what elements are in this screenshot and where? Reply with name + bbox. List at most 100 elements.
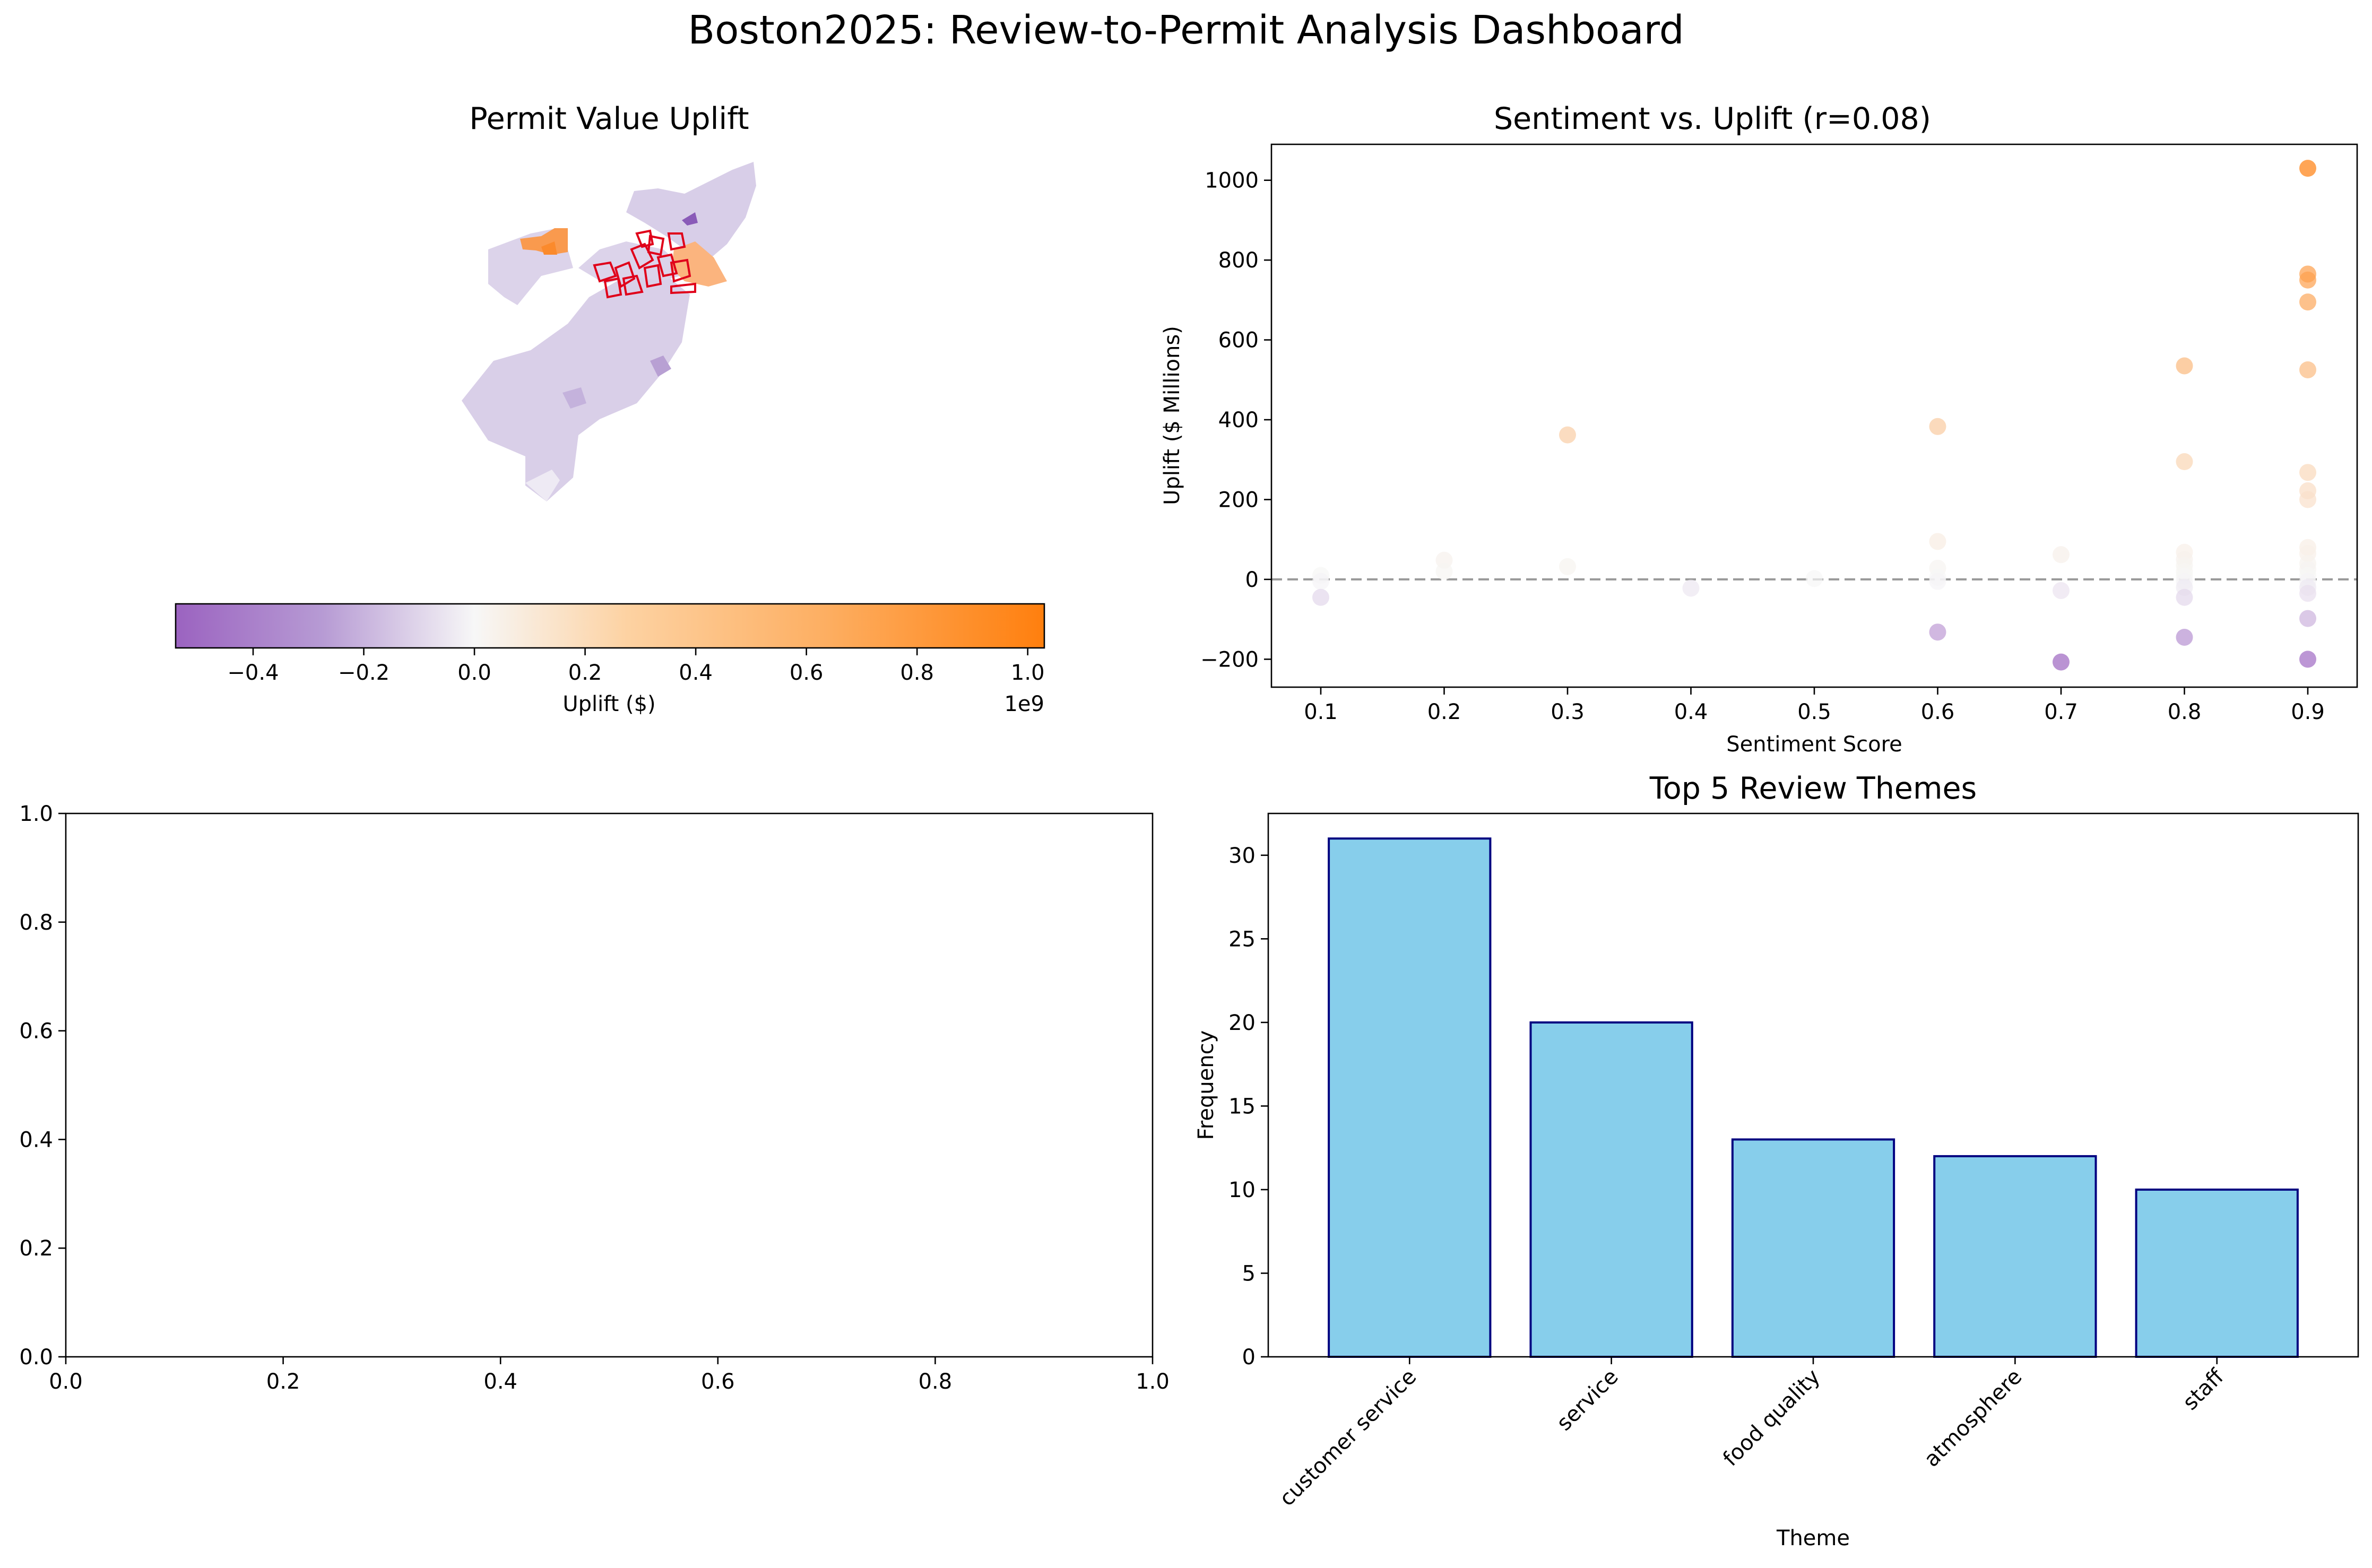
scatter-point (2176, 588, 2193, 606)
scatter-y-ticks: −200 0 200 400 600 800 1000 (1200, 169, 1271, 672)
empty-x-tick-label: 0.6 (701, 1370, 735, 1394)
scatter-point (1929, 573, 1946, 590)
scatter-x-axis-label: Sentiment Score (1726, 732, 1902, 757)
scatter-point (1806, 570, 1823, 587)
bar-y-tick-label: 20 (1228, 1011, 1256, 1035)
boston-map (462, 162, 756, 501)
colorbar: −0.4 −0.2 0.0 0.2 0.4 0.6 0.8 1.0 Uplift ($) 1e… (175, 603, 1045, 716)
scatter-point (2299, 651, 2316, 668)
scatter-points (1312, 160, 2316, 671)
bar-x-tick-label: staff (2178, 1364, 2229, 1415)
scatter-panel: Sentiment vs. Uplift (r=0.08) 0.1 0.2 0.3 0… (1160, 101, 2358, 757)
scatter-title: Sentiment vs. Uplift (r=0.08) (1494, 101, 1931, 136)
bar-y-ticks: 0 5 10 15 20 25 30 (1228, 844, 1268, 1370)
empty-plot-frame (65, 812, 1154, 1358)
bar (1933, 1155, 2097, 1358)
empty-x-tick-label: 0.2 (266, 1370, 300, 1394)
map-region-shade (562, 387, 586, 409)
highlighted-tract (603, 277, 622, 299)
highlighted-tracts (593, 229, 696, 299)
colorbar-tick-label: 0.8 (900, 661, 934, 685)
scatter-point (2299, 271, 2316, 289)
scatter-point (1559, 558, 1576, 575)
map-region-south (462, 271, 690, 501)
scatter-point (1929, 418, 1946, 435)
bar-x-tick-label: food quality (1718, 1365, 1825, 1471)
highlighted-tract (670, 282, 696, 294)
scatter-x-tick-label: 0.6 (1921, 700, 1955, 724)
highlighted-tract (622, 274, 644, 296)
colorbar-label: Uplift ($) (562, 692, 655, 716)
scatter-x-tick-label: 0.1 (1304, 700, 1338, 724)
bar-y-tick-label: 25 (1228, 927, 1256, 951)
bar-y-tick-label: 10 (1228, 1178, 1256, 1202)
bar-y-tick-label: 5 (1242, 1261, 1256, 1286)
scatter-x-tick-label: 0.2 (1427, 700, 1461, 724)
colorbar-tick-label: 1.0 (1011, 661, 1045, 685)
map-region-north (626, 162, 756, 260)
map-region-dark (650, 356, 671, 377)
bar-y-tick-label: 30 (1228, 844, 1256, 868)
colorbar-tick-label: −0.4 (227, 661, 279, 685)
colorbar-ticks: −0.4 −0.2 0.0 0.2 0.4 0.6 0.8 1.0 (227, 648, 1045, 685)
map-region-shade (525, 470, 560, 501)
scatter-y-tick-label: 400 (1218, 408, 1259, 432)
empty-x-ticks: 0.0 0.2 0.4 0.6 0.8 1.0 (49, 1357, 1170, 1394)
map-panel: Permit Value Uplift (175, 101, 1045, 716)
bar-y-axis-label: Frequency (1194, 1030, 1218, 1140)
scatter-point (1559, 426, 1576, 444)
scatter-x-tick-label: 0.7 (2044, 700, 2078, 724)
empty-y-tick-label: 0.4 (19, 1128, 53, 1152)
highlighted-tract (635, 229, 654, 248)
scatter-point (2299, 491, 2316, 508)
empty-y-tick-label: 1.0 (19, 802, 53, 826)
empty-y-tick-label: 0.2 (19, 1236, 53, 1261)
bar-x-tick-label: customer service (1275, 1365, 1421, 1511)
scatter-x-tick-label: 0.5 (1797, 700, 1831, 724)
scatter-plot-frame (1270, 143, 2358, 688)
scatter-x-tick-label: 0.3 (1551, 700, 1585, 724)
map-region-high-uplift (541, 241, 557, 255)
empty-y-tick-label: 0.0 (19, 1345, 53, 1370)
scatter-x-ticks: 0.1 0.2 0.3 0.4 0.5 0.6 0.7 0.8 0.9 (1304, 687, 2325, 724)
bar-chart-title: Top 5 Review Themes (1649, 771, 1977, 806)
highlighted-tract (643, 264, 662, 288)
scatter-point (1682, 579, 1700, 597)
map-region-east-uplift (671, 241, 727, 287)
colorbar-tick-label: 0.6 (790, 661, 824, 685)
scatter-point (2299, 160, 2316, 177)
bar-panel: Top 5 Review Themes customer service serv… (1194, 771, 2359, 1550)
highlighted-tract (647, 235, 665, 256)
bar (2135, 1188, 2299, 1358)
colorbar-tick-label: 0.2 (568, 661, 602, 685)
scatter-x-tick-label: 0.9 (2291, 700, 2325, 724)
highlighted-tract (630, 242, 654, 270)
scatter-point (2299, 585, 2316, 602)
scatter-y-tick-label: 800 (1218, 248, 1259, 273)
scatter-point (2053, 582, 2070, 599)
scatter-point (1435, 562, 1453, 580)
bar (1328, 837, 1492, 1358)
bar-x-axis-label: Theme (1776, 1526, 1850, 1550)
empty-x-tick-label: 0.0 (49, 1370, 83, 1394)
scatter-x-tick-label: 0.8 (2168, 700, 2202, 724)
colorbar-offset-text: 1e9 (1004, 692, 1044, 716)
scatter-y-tick-label: 1000 (1205, 169, 1259, 193)
scatter-x-tick-label: 0.4 (1674, 700, 1708, 724)
scatter-point (2299, 610, 2316, 627)
colorbar-gradient (175, 603, 1045, 649)
scatter-point (2176, 357, 2193, 375)
scatter-y-tick-label: 200 (1218, 488, 1259, 512)
bars (1328, 837, 2299, 1358)
empty-x-tick-label: 0.8 (919, 1370, 953, 1394)
highlighted-tract (593, 261, 617, 283)
scatter-point (1929, 623, 1946, 641)
highlighted-tract (667, 232, 686, 251)
scatter-point (2299, 464, 2316, 481)
scatter-y-tick-label: 0 (1245, 568, 1259, 592)
scatter-point (2053, 653, 2070, 671)
empty-y-tick-label: 0.6 (19, 1019, 53, 1044)
highlighted-tract (656, 253, 678, 278)
scatter-point (1312, 588, 1329, 606)
scatter-point (2053, 546, 2070, 564)
